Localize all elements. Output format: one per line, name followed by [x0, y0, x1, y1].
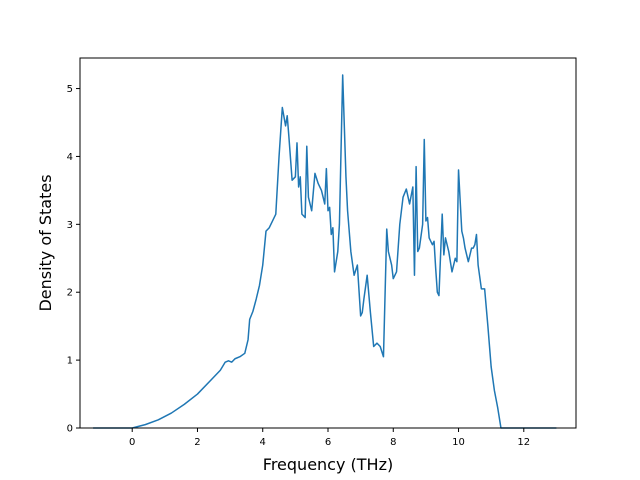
- y-tick-label: 3: [67, 220, 73, 231]
- x-tick-label: 4: [260, 437, 266, 448]
- y-tick-label: 2: [67, 288, 73, 299]
- y-tick-label: 5: [67, 84, 73, 95]
- x-tick-label: 12: [517, 437, 530, 448]
- x-tick-label: 0: [129, 437, 135, 448]
- x-tick-label: 10: [452, 437, 465, 448]
- x-tick-label: 6: [325, 437, 331, 448]
- x-axis-label: Frequency (THz): [263, 455, 393, 474]
- dos-line: [93, 74, 557, 429]
- y-tick-label: 0: [67, 424, 73, 435]
- y-axis-label: Density of States: [36, 174, 55, 311]
- series-layer: [93, 74, 557, 429]
- y-tick-label: 4: [67, 152, 73, 163]
- y-tick-label: 1: [67, 356, 73, 367]
- plot-frame: [79, 57, 577, 429]
- plot-background: [80, 58, 576, 428]
- x-tick-label: 2: [194, 437, 200, 448]
- x-tick-label: 8: [390, 437, 396, 448]
